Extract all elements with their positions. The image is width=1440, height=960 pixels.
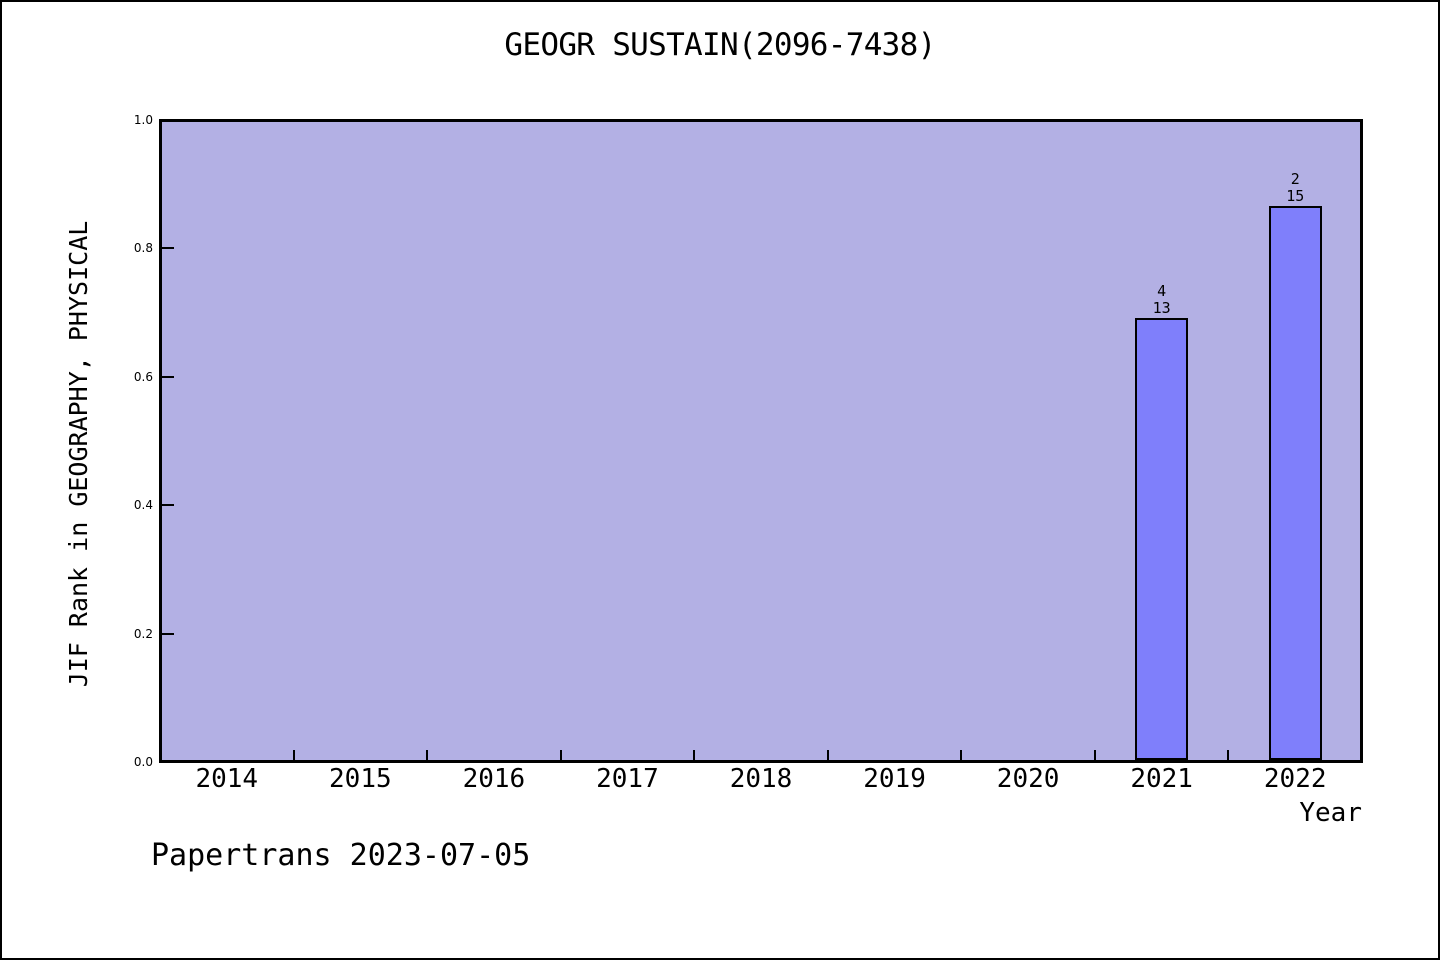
- x-axis-label: Year: [1299, 798, 1362, 828]
- bar-rank-denominator: 13: [1152, 298, 1171, 317]
- y-tick-label: 1.0: [133, 113, 153, 127]
- x-tick-label: 2019: [863, 764, 926, 794]
- x-tick-mark: [1227, 750, 1230, 760]
- bar-value-label: 4 13: [1102, 281, 1222, 317]
- bar-value-label: 2 15: [1235, 169, 1355, 205]
- y-tick-label: 0.4: [133, 498, 153, 513]
- x-tick-label: 2014: [195, 764, 259, 794]
- bar-2022: [1268, 205, 1322, 760]
- x-tick-label: 2015: [329, 764, 392, 794]
- x-tick-mark: [960, 750, 963, 760]
- plot-area: [159, 119, 1363, 763]
- x-tick-mark: [826, 750, 829, 760]
- watermark-date-text: Papertrans 2023-07-05: [151, 838, 531, 873]
- x-tick-mark: [426, 750, 429, 760]
- chart-title: GEOGR SUSTAIN(2096-7438): [504, 27, 936, 63]
- bar-2021: [1134, 317, 1189, 760]
- x-tick-mark: [559, 750, 562, 760]
- y-tick-mark: [162, 375, 174, 378]
- x-tick-mark: [292, 750, 295, 760]
- y-tick-label: 0.0: [133, 755, 153, 769]
- bar-rank-denominator: 15: [1286, 186, 1305, 205]
- bar-rank-numerator: 4: [1157, 281, 1167, 300]
- x-tick-label: 2018: [729, 764, 793, 794]
- y-axis-label: JIF Rank in GEOGRAPHY, PHYSICAL: [64, 220, 93, 688]
- bar-rank-numerator: 2: [1290, 169, 1300, 188]
- y-tick-mark: [162, 247, 174, 250]
- x-tick-mark: [1093, 750, 1096, 760]
- x-tick-label: 2020: [996, 764, 1060, 794]
- x-tick-label: 2016: [462, 764, 526, 794]
- y-tick-label: 0.8: [133, 241, 153, 256]
- x-tick-label: 2021: [1130, 764, 1193, 794]
- x-tick-mark: [693, 750, 696, 760]
- x-tick-label: 2017: [596, 764, 659, 794]
- y-tick-mark: [162, 632, 174, 635]
- y-tick-mark: [162, 504, 174, 507]
- y-tick-label: 0.2: [133, 626, 153, 641]
- x-tick-label: 2022: [1263, 764, 1327, 794]
- y-tick-label: 0.6: [133, 369, 153, 384]
